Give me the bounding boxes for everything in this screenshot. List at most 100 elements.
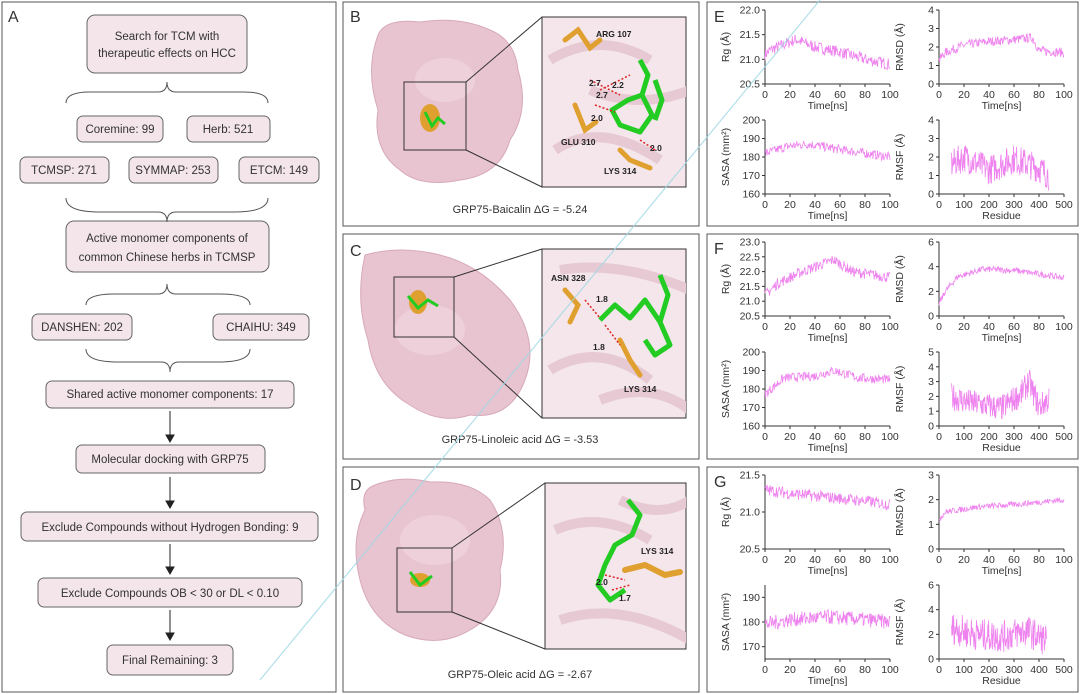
y-tick-label: 5 [928,347,934,359]
symmap-box [128,156,219,184]
x-tick-label: 40 [983,89,995,101]
tcmsp-box [19,156,110,184]
exclude-hbond-label: Exclude Compounds without Hydrogen Bondi… [42,522,299,534]
y-tick-label: 1 [928,519,934,531]
y-tick-label: 180 [742,384,760,396]
distance-label-b4: 2.0 [591,113,603,123]
hbond-d1 [604,574,626,581]
y-axis-label: Rg (Å) [719,497,732,527]
symmap-label: SYMMAP: 253 [135,165,210,177]
brace-3 [85,283,251,306]
x-tick-label: 20 [784,431,796,443]
y-axis-label: SASA (mm²) [720,128,732,186]
x-tick-label: 60 [834,554,846,566]
panel-d: D LYS 314 2.0 1.7 GRP75-Oleic acid ΔG = … [342,466,700,693]
distance-label-d1: 2.0 [596,577,608,587]
y-tick-label: 170 [742,641,760,653]
x-tick-label: 60 [834,199,846,211]
y-tick-label: 3 [928,23,934,35]
residue-label-c2: LYS 314 [624,384,657,394]
brace-1 [65,81,269,104]
x-axis-label: Time[ns] [808,675,848,687]
x-tick-label: 100 [955,431,973,443]
y-tick-label: 22.0 [740,266,761,278]
x-tick-label: 60 [834,431,846,443]
x-tick-label: 100 [881,431,899,443]
series-trace [764,140,891,162]
final-label: Final Remaining: 3 [122,655,218,667]
x-tick-label: 60 [1008,554,1020,566]
x-tick-label: 80 [1033,321,1045,333]
distance-label-d2: 1.7 [619,593,631,603]
x-tick-label: 400 [1030,199,1048,211]
panel-e-letter: E [714,9,725,26]
ligand-mini-c [406,295,439,311]
x-tick-label: 0 [936,321,942,333]
series-trace [951,369,1050,420]
x-tick-label: 80 [1033,554,1045,566]
exclude-ob-dl-label: Exclude Compounds OB < 30 or DL < 0.10 [61,588,279,600]
y-tick-label: 190 [742,133,760,145]
residue-sticks-b [562,26,653,171]
series-trace [764,608,891,630]
brace-4 [85,348,251,373]
x-tick-label: 60 [834,321,846,333]
y-tick-label: 23.0 [740,237,761,249]
series-trace [764,484,891,511]
panel-a: A Search for TCM with therapeutic effect… [1,1,337,693]
y-axis-label: Rg (Å) [719,264,732,294]
x-tick-label: 300 [1005,199,1023,211]
y-tick-label: 6 [928,580,934,592]
y-tick-label: 21.0 [740,507,761,519]
residue-label-d1: LYS 314 [641,546,674,556]
chart-f-rmsd: 0 20 40 60 80 100 0 2 4 6 Time[ns] RMSD (Å) [893,237,1073,345]
hbond-b2 [599,74,631,91]
inset-c-content [547,262,686,414]
y-tick-label: 4 [928,5,934,17]
y-tick-label: 20.5 [740,311,761,323]
x-axis-label: Residue [982,210,1021,222]
y-tick-label: 200 [742,347,760,359]
x-tick-label: 60 [1008,89,1020,101]
y-tick-label: 180 [742,152,760,164]
x-tick-label: 500 [1055,664,1073,676]
herb-label: Herb: 521 [203,124,254,136]
arrow-3-head [165,566,175,576]
y-tick-label: 4 [928,361,934,373]
cartoon-helices-b [547,40,686,165]
zoom-line-c2 [453,336,543,419]
x-axis-label: Time[ns] [982,565,1022,577]
panel-f: F0 20 40 60 80 10020.521.021.522.022.523.0Tim… [706,233,1079,460]
y-tick-label: 2 [928,42,934,54]
y-tick-label: 180 [742,617,760,629]
x-tick-label: 0 [762,199,768,211]
x-tick-label: 100 [881,321,899,333]
y-tick-label: 20.5 [740,544,761,556]
hbond-c2 [604,324,621,346]
y-tick-label: 3 [928,470,934,482]
x-tick-label: 20 [784,199,796,211]
y-tick-label: 0 [928,189,934,201]
x-tick-label: 40 [809,321,821,333]
y-tick-label: 1 [928,60,934,72]
x-tick-label: 400 [1030,431,1048,443]
etcm-label: ETCM: 149 [250,165,308,177]
chart-g-rmsd: 0 20 40 60 80 100 0 1 2 3 Time[ns] RMSD (Å) [893,470,1073,578]
search-box [86,14,248,74]
y-tick-label: 190 [742,592,760,604]
chart-f-rmsf: 0 100 200 300 400 500 0 1 2 3 4 5 Residue RMSF (Å) [893,347,1073,455]
x-axis-label: Time[ns] [982,332,1022,344]
y-tick-label: 3 [928,133,934,145]
series-trace [951,145,1050,192]
etcm-box [238,156,320,184]
chaihu-box [212,313,310,341]
panel-g-letter: G [714,474,726,491]
distance-label-b3: 2.7 [596,90,608,100]
chart-g-sasa: 0 20 40 60 80 100 170 180 190 Time[ns] SASA (mm²) [720,585,899,687]
y-tick-label: 4 [928,604,934,616]
series-trace [938,265,1065,306]
x-tick-label: 0 [936,89,942,101]
panel-b: B ARG 107 GLU 310 LYS 314 2.7 2.2 2.7 [342,1,700,227]
residue-label-b3: LYS 314 [604,166,637,176]
y-tick-label: 22.5 [740,251,761,263]
